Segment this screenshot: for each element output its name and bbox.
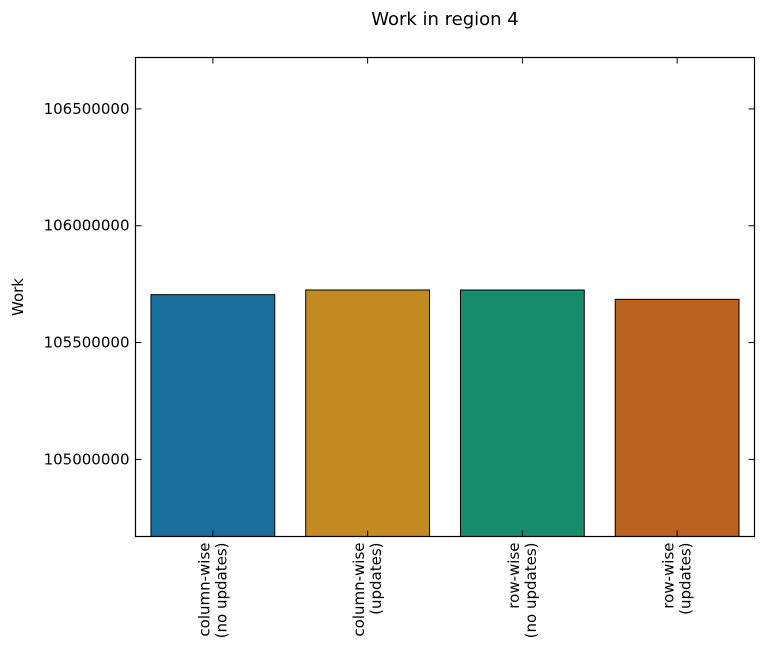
bar: [305, 289, 431, 537]
y-tick-label: 105000000: [44, 450, 130, 468]
x-tick-label: row-wise: [505, 543, 523, 609]
x-tick-label: row-wise: [660, 543, 678, 609]
y-tick-label: 105500000: [44, 334, 130, 352]
bar: [150, 294, 276, 537]
x-tick-label: column-wise: [195, 543, 213, 637]
y-axis-label: Work: [9, 278, 27, 316]
plot-frame: [134, 56, 756, 538]
y-tick-label: 106000000: [44, 217, 130, 235]
y-tick-label: 106500000: [44, 100, 130, 118]
x-tick-label: column-wise: [350, 543, 368, 637]
bar: [614, 298, 740, 537]
ticks-group: column-wise (no updates) column-wise (updat…: [44, 57, 755, 639]
x-tick-label: (no updates): [212, 543, 230, 639]
bars-group: [150, 289, 740, 537]
x-tick-label: (updates): [677, 543, 695, 615]
x-tick-label: (no updates): [522, 543, 540, 639]
chart-title: Work in region 4: [371, 9, 519, 30]
bar: [459, 289, 585, 537]
x-tick-label: (updates): [367, 543, 385, 615]
